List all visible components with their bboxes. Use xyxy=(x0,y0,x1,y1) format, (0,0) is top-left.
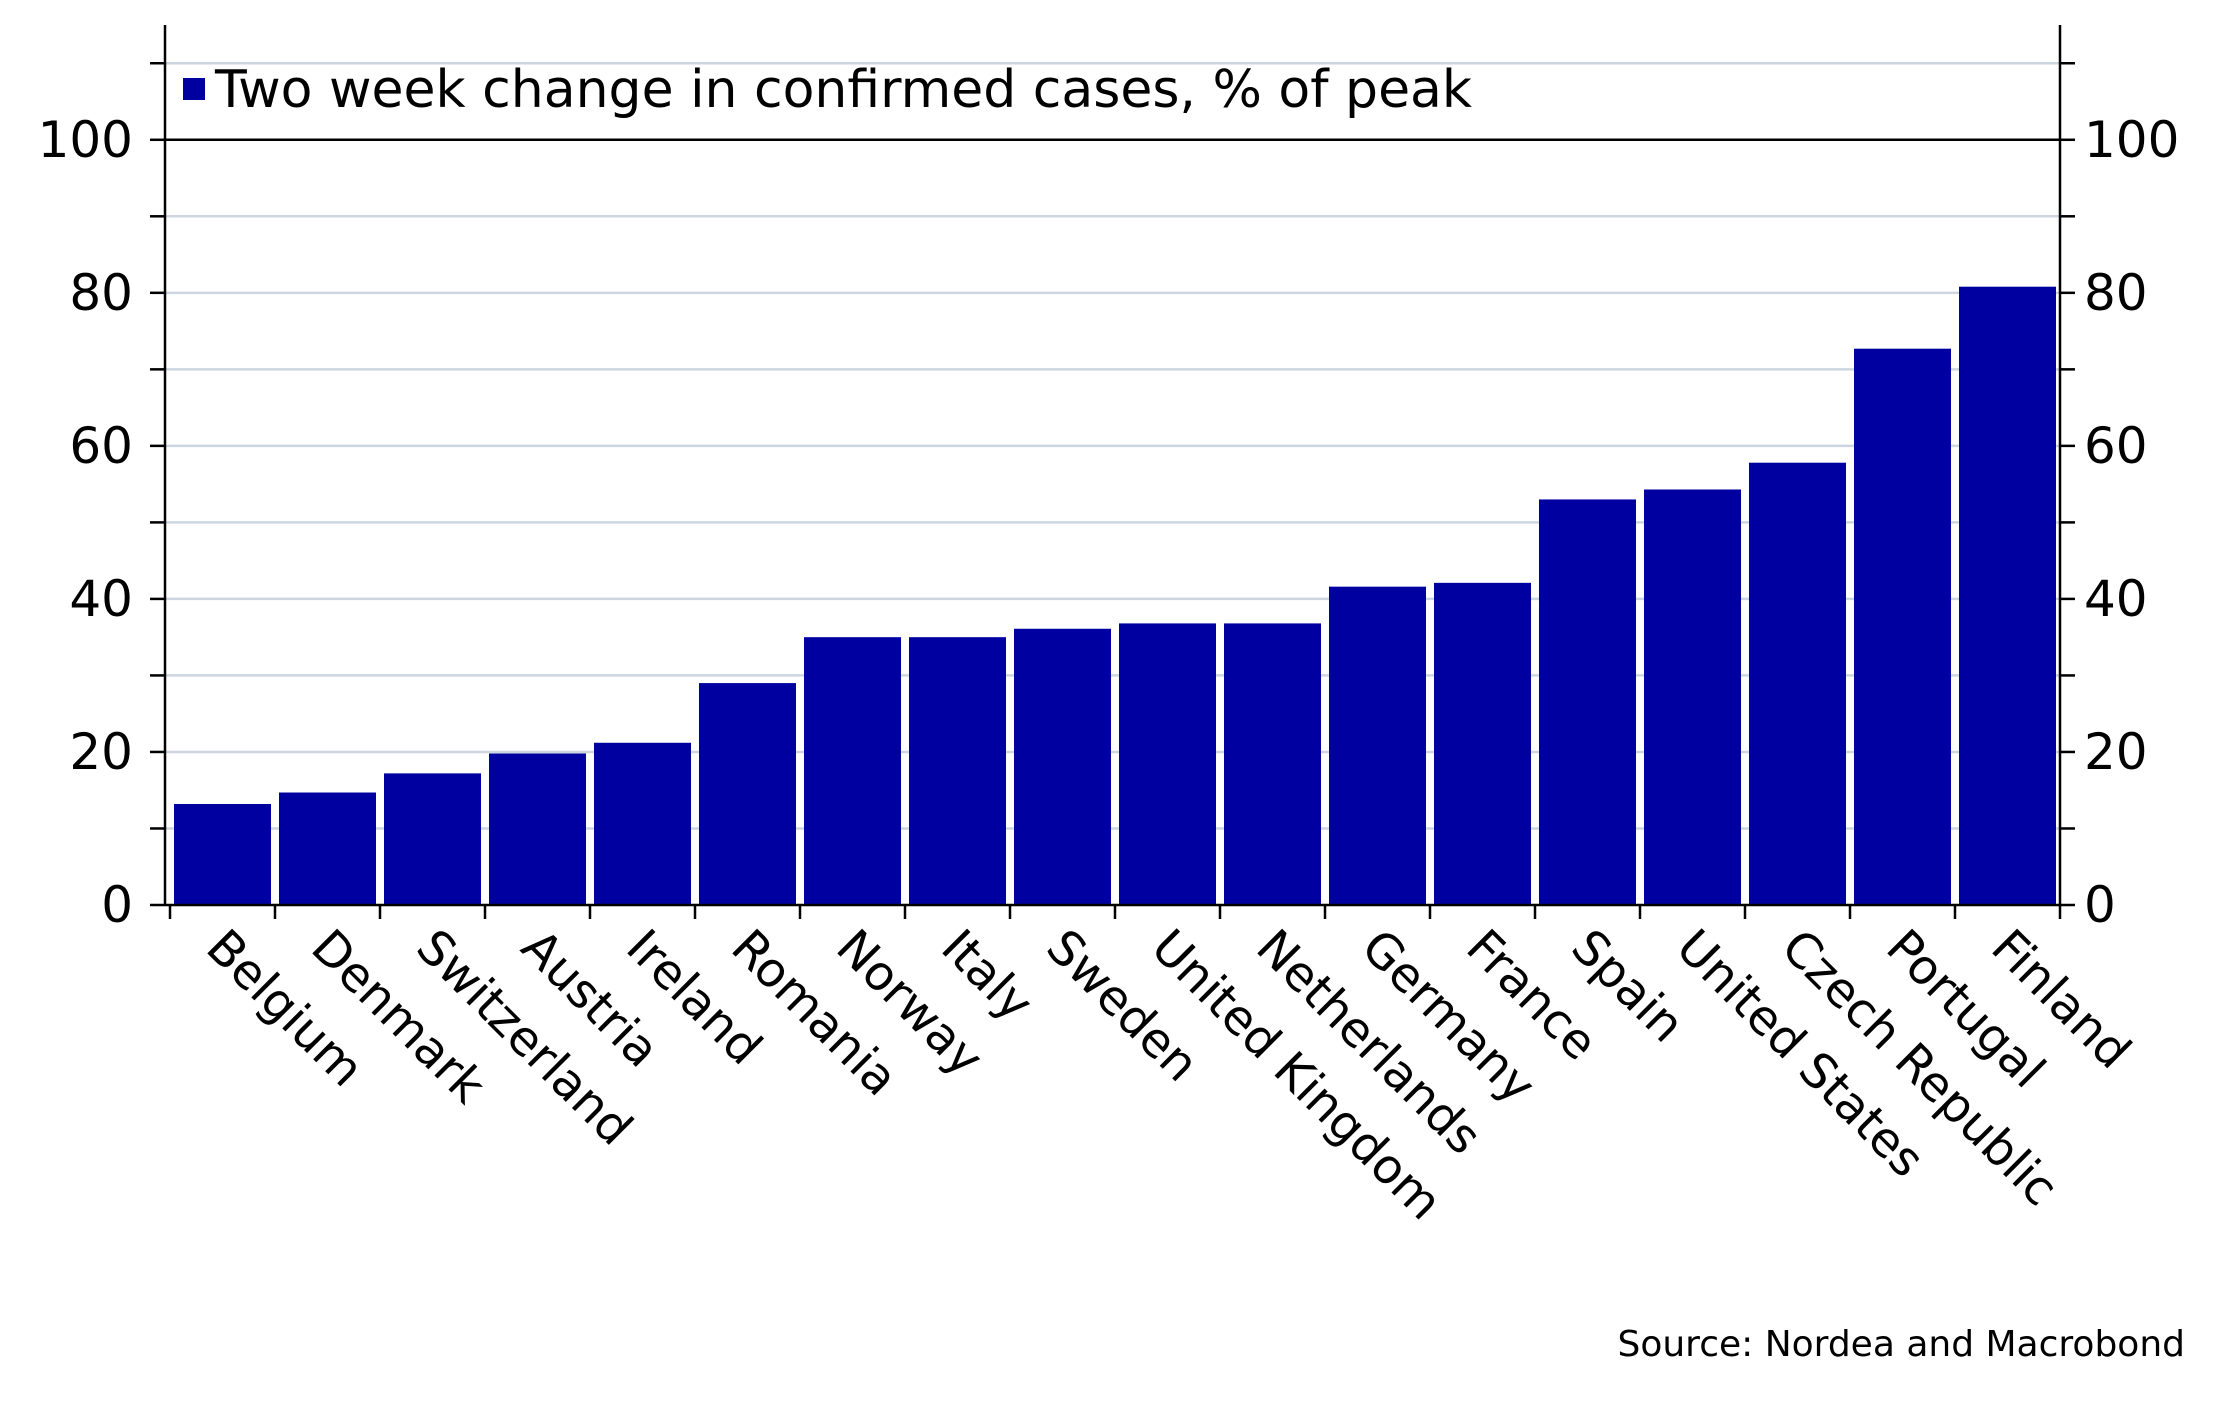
bar xyxy=(1749,462,1846,905)
bar xyxy=(279,792,376,905)
y-tick-label-left: 20 xyxy=(69,723,133,781)
y-tick-label-right: 20 xyxy=(2084,723,2148,781)
bar xyxy=(174,803,271,905)
source-note: Source: Nordea and Macrobond xyxy=(1617,1324,2185,1365)
bar xyxy=(384,773,481,905)
y-tick-label-left: 100 xyxy=(38,111,133,169)
y-tick-label-right: 40 xyxy=(2084,570,2148,628)
legend: Two week change in confirmed cases, % of… xyxy=(183,60,1472,120)
y-tick-label-right: 60 xyxy=(2084,417,2148,475)
y-tick-label-right: 100 xyxy=(2084,111,2179,169)
y-tick-label-right: 0 xyxy=(2084,876,2116,934)
y-tick-label-left: 60 xyxy=(69,417,133,475)
bar xyxy=(804,637,901,905)
y-tick-label-right: 80 xyxy=(2084,264,2148,322)
y-tick-label-left: 40 xyxy=(69,570,133,628)
bar xyxy=(1434,582,1531,905)
bar xyxy=(1014,628,1111,905)
bar xyxy=(699,683,796,905)
bar xyxy=(1329,586,1426,905)
bar xyxy=(489,753,586,905)
bar xyxy=(594,742,691,905)
y-tick-label-left: 0 xyxy=(101,876,133,934)
legend-label: Two week change in confirmed cases, % of… xyxy=(214,60,1472,120)
bar xyxy=(1224,623,1321,905)
bar xyxy=(909,637,1006,905)
bar-series xyxy=(174,286,2056,905)
bar xyxy=(1644,489,1741,905)
bar xyxy=(1119,623,1216,905)
y-tick-label-left: 80 xyxy=(69,264,133,322)
bar xyxy=(1539,499,1636,905)
legend-swatch xyxy=(183,78,205,100)
bar xyxy=(1959,286,2056,905)
bar xyxy=(1854,348,1951,905)
